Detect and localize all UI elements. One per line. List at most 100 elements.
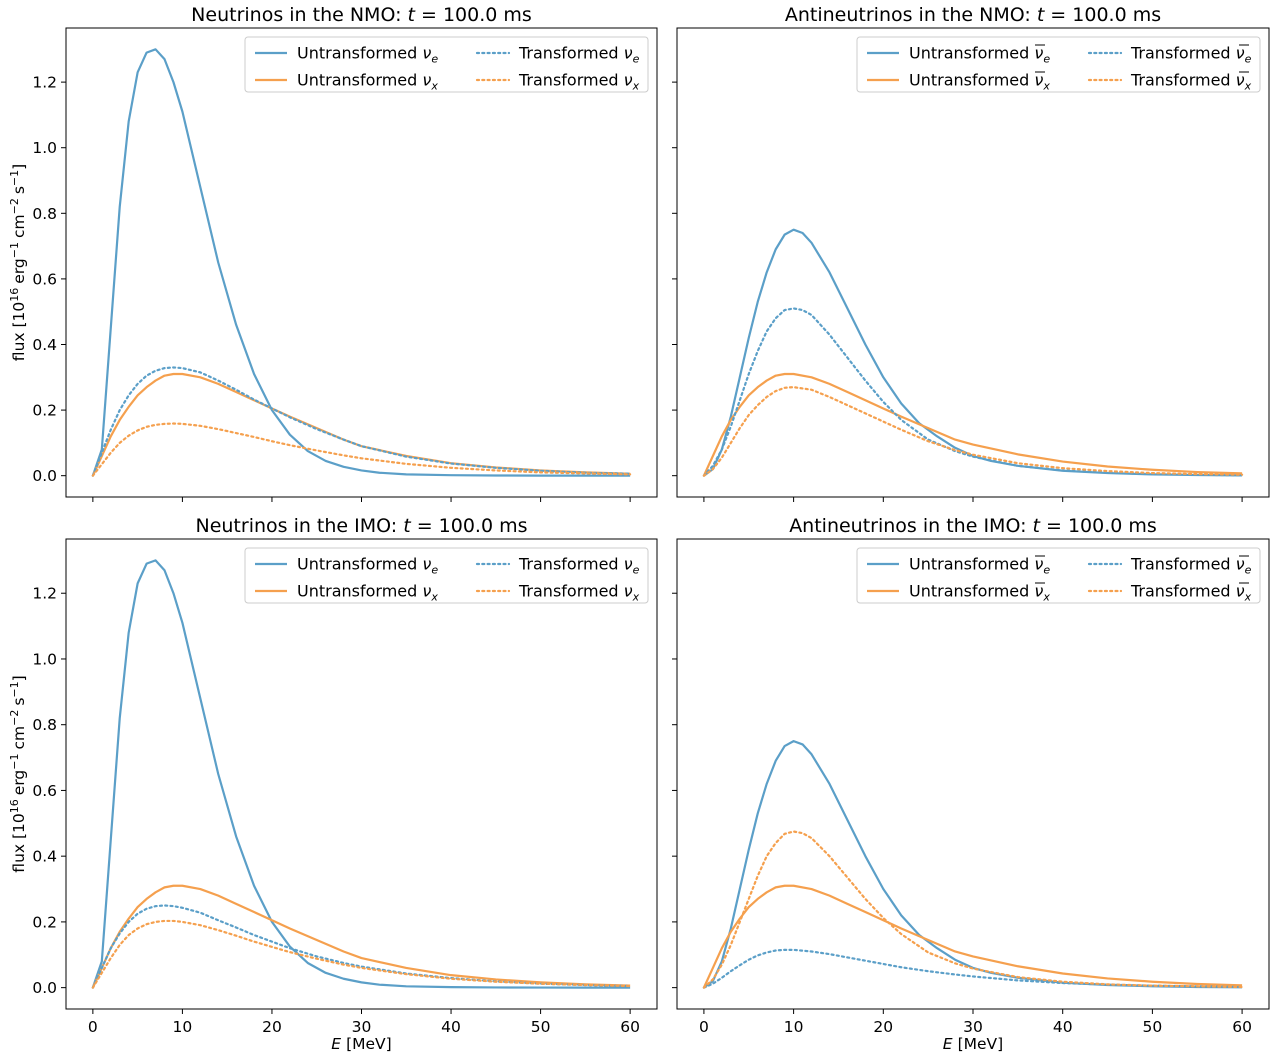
x-tick-label: 0 (88, 1018, 98, 1036)
legend-text: Transformed (518, 71, 624, 90)
legend-text: Untransformed (297, 582, 422, 601)
title-prefix: Antineutrinos in the IMO: (789, 515, 1032, 537)
x-tick-label: 40 (441, 1018, 461, 1036)
legend-symbol: ν (1236, 44, 1245, 63)
y-label-exp: −1 (8, 681, 21, 697)
y-label-exp: 16 (8, 288, 21, 302)
y-tick-label: 0.2 (32, 913, 57, 931)
legend-subscript: e (1043, 53, 1050, 66)
y-tick-label: 0.4 (32, 336, 57, 354)
series-line-1 (703, 228, 1243, 477)
y-tick-label: 0.8 (32, 205, 57, 223)
x-tick-label: 20 (873, 1018, 893, 1036)
y-tick-label: 0.0 (32, 979, 57, 997)
y-tick-label: 0.6 (32, 270, 57, 288)
series-line-1 (91, 559, 631, 989)
legend-subscript: e (633, 53, 640, 66)
y-label-part: ] (10, 675, 28, 681)
legend-symbol: ν (624, 555, 633, 574)
x-tick-label: 40 (1053, 1018, 1073, 1036)
x-axis-variable: E (943, 1035, 953, 1053)
y-label-exp: −1 (8, 754, 21, 770)
title-suffix: = 100.0 ms (411, 515, 528, 537)
legend-box (856, 547, 1261, 604)
series-line-4 (702, 386, 1244, 477)
series-line-3 (702, 948, 1244, 989)
legend-entry-4: Transformed νx (1130, 582, 1252, 604)
x-tick-label: 20 (262, 1018, 282, 1036)
legend-entry-4: Transformed νx (518, 582, 640, 604)
y-tick-label: 0.2 (32, 402, 57, 420)
plot-area (91, 48, 632, 477)
legend-entry-4: Transformed νx (1130, 71, 1252, 93)
legend-subscript: x (430, 591, 438, 604)
title-variable: t (403, 515, 412, 537)
x-tick-label: 30 (352, 1018, 372, 1036)
legend-symbol: ν (1034, 44, 1043, 63)
series-line-4 (702, 830, 1244, 989)
legend-text: Transformed (518, 582, 624, 601)
y-label-part: cm (10, 214, 28, 238)
series-line-2 (91, 372, 631, 477)
y-tick-label: 1.2 (32, 585, 57, 603)
y-axis-label: flux [1016erg−1cm−2s−1] (8, 164, 28, 361)
legend-subscript: e (431, 53, 438, 66)
y-label-part: cm (10, 726, 28, 750)
legend-text: Untransformed (297, 71, 422, 90)
axes-frame (676, 27, 1270, 498)
plot-area (91, 559, 632, 989)
y-tick-label: 0.4 (32, 848, 57, 866)
legend-symbol: ν (422, 582, 431, 601)
legend-entry-4: Transformed νx (518, 71, 640, 93)
legend-symbol: ν (1034, 555, 1043, 574)
legend-text: Transformed (518, 44, 624, 63)
legend-subscript: x (632, 80, 640, 93)
x-tick-label: 30 (963, 1018, 983, 1036)
legend-entry-2: Untransformed νx (909, 71, 1050, 93)
x-tick-label: 0 (699, 1018, 709, 1036)
y-label-exp: −2 (8, 710, 21, 726)
legend-subscript: e (431, 564, 438, 577)
legend-text: Untransformed (909, 44, 1034, 63)
legend-text: Transformed (1130, 71, 1236, 90)
legend-subscript: x (632, 591, 640, 604)
legend-text: Untransformed (909, 555, 1034, 574)
x-tick-label: 60 (1232, 1018, 1252, 1036)
legend-symbol: ν (422, 555, 431, 574)
x-axis-label: E [MeV] (331, 1035, 391, 1053)
y-tick-label: 1.2 (32, 74, 57, 92)
series-line-1 (91, 48, 631, 477)
series-line-3 (91, 366, 632, 477)
axes-frame (65, 538, 658, 1010)
series-line-2 (91, 884, 631, 989)
legend-entry-2: Untransformed νx (297, 582, 438, 604)
y-tick-label: 1.0 (32, 650, 57, 668)
chart-title: Antineutrinos in the NMO: t = 100.0 ms (785, 4, 1161, 26)
y-label-exp: −1 (8, 170, 21, 186)
legend-entry-3: Transformed νe (518, 555, 640, 577)
chart-title: Neutrinos in the NMO: t = 100.0 ms (191, 4, 532, 26)
panel-4: Antineutrinos in the IMO: t = 100.0 ms 0 1… (672, 515, 1270, 1053)
legend-symbol: ν (624, 582, 633, 601)
axes-frame (65, 27, 658, 498)
y-label-exp: −1 (8, 242, 21, 258)
series-line-4 (91, 919, 632, 989)
legend-subscript: x (430, 80, 438, 93)
y-label-part: s (10, 698, 28, 706)
legend-entry-1: Untransformed νe (297, 555, 438, 577)
legend-symbol: ν (1236, 71, 1245, 90)
title-suffix: = 100.0 ms (1044, 4, 1161, 26)
legend-subscript: e (633, 564, 640, 577)
x-tick-label: 50 (1143, 1018, 1163, 1036)
legend-text: Untransformed (909, 582, 1034, 601)
chart-title: Antineutrinos in the IMO: t = 100.0 ms (789, 515, 1157, 537)
series-line-4 (91, 422, 632, 477)
y-tick-label: 1.0 (32, 139, 57, 157)
x-tick-label: 10 (173, 1018, 193, 1036)
title-prefix: Antineutrinos in the NMO: (785, 4, 1037, 26)
legend-entry-3: Transformed νe (1130, 555, 1252, 577)
